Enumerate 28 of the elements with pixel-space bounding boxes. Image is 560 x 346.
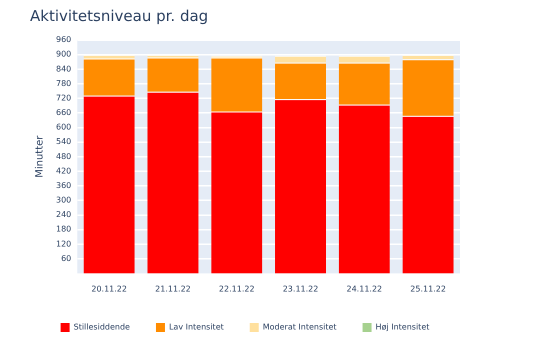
y-tick-label: 300 xyxy=(56,196,72,205)
y-tick-label: 120 xyxy=(56,239,72,248)
y-tick-label: 360 xyxy=(56,180,72,190)
y-tick-label: 600 xyxy=(56,122,72,132)
y-tick-label: 660 xyxy=(56,108,72,118)
x-tick-label: 23.11.22 xyxy=(282,284,318,294)
x-tick-label: 22.11.22 xyxy=(218,284,255,294)
y-tick-label: 840 xyxy=(56,64,72,74)
y-tick-label: 240 xyxy=(56,210,72,220)
y-tick-label: 180 xyxy=(56,224,72,234)
legend-label: Moderat Intensitet xyxy=(262,322,337,332)
legend-label: Høj Intensitet xyxy=(376,322,430,332)
y-tick-label: 420 xyxy=(56,166,72,176)
legend-label: Lav Intensitet xyxy=(168,322,224,332)
legend-label: Stillesiddende xyxy=(74,322,130,332)
x-tick-label: 25.11.22 xyxy=(410,284,446,294)
y-tick-label: 900 xyxy=(56,50,72,59)
y-tick-label: 720 xyxy=(56,93,72,102)
y-axis-title: Minutter xyxy=(34,134,46,178)
y-tick-label: 480 xyxy=(56,152,72,161)
y-tick-label: 60 xyxy=(61,254,72,263)
y-tick-label: 540 xyxy=(56,137,72,146)
y-tick-label: 780 xyxy=(56,78,72,88)
y-tick-label: 960 xyxy=(56,35,72,44)
x-tick-label: 24.11.22 xyxy=(346,284,382,294)
x-tick-label: 20.11.22 xyxy=(91,284,127,294)
x-tick-label: 21.11.22 xyxy=(155,284,191,294)
chart-title: Aktivitetsniveau pr. dag xyxy=(30,6,208,25)
